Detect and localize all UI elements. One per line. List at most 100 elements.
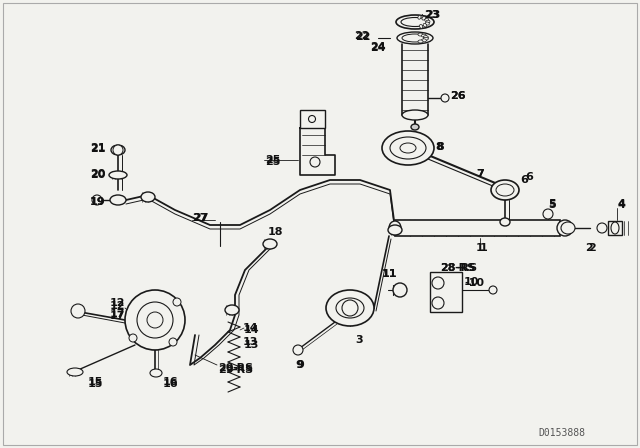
- Ellipse shape: [418, 33, 423, 36]
- Text: 5: 5: [548, 200, 556, 210]
- Ellipse shape: [419, 25, 423, 28]
- Ellipse shape: [425, 18, 429, 22]
- Text: 15: 15: [88, 377, 104, 387]
- Bar: [300, 110, 325, 128]
- Ellipse shape: [110, 195, 126, 205]
- Circle shape: [557, 220, 573, 236]
- Text: 13: 13: [244, 340, 259, 350]
- Text: 21: 21: [90, 144, 106, 154]
- Text: 27: 27: [192, 213, 207, 223]
- Text: 5: 5: [548, 199, 556, 209]
- Ellipse shape: [418, 15, 421, 19]
- Text: 29: 29: [218, 365, 234, 375]
- Text: 13: 13: [243, 337, 259, 347]
- Text: 15: 15: [88, 379, 104, 389]
- Ellipse shape: [423, 36, 428, 39]
- Ellipse shape: [402, 34, 428, 42]
- Ellipse shape: [397, 32, 433, 44]
- Circle shape: [173, 298, 181, 306]
- Circle shape: [432, 297, 444, 309]
- Text: -10: -10: [464, 278, 484, 288]
- Text: 8: 8: [436, 142, 444, 152]
- Circle shape: [310, 157, 320, 167]
- Circle shape: [125, 290, 185, 350]
- Text: 18: 18: [268, 227, 284, 237]
- Ellipse shape: [109, 171, 127, 179]
- Text: 17: 17: [110, 311, 125, 321]
- Text: 25: 25: [265, 157, 280, 167]
- Ellipse shape: [491, 180, 519, 200]
- Circle shape: [342, 300, 358, 316]
- Ellipse shape: [611, 222, 619, 234]
- Text: -RS: -RS: [454, 263, 475, 273]
- Ellipse shape: [389, 221, 401, 235]
- Ellipse shape: [400, 143, 416, 153]
- Text: 10: 10: [464, 277, 479, 287]
- Ellipse shape: [111, 145, 125, 155]
- Ellipse shape: [426, 20, 430, 23]
- Text: 2: 2: [588, 243, 596, 253]
- Bar: [430, 272, 462, 312]
- Ellipse shape: [418, 40, 423, 43]
- Ellipse shape: [496, 184, 514, 196]
- Text: 22: 22: [355, 32, 371, 42]
- Text: 19: 19: [90, 197, 106, 207]
- Ellipse shape: [141, 192, 155, 202]
- Ellipse shape: [500, 218, 510, 226]
- Circle shape: [393, 283, 407, 297]
- Circle shape: [308, 116, 316, 122]
- Circle shape: [71, 304, 85, 318]
- Text: 27: 27: [193, 213, 209, 223]
- Text: 28: 28: [440, 263, 456, 273]
- Text: 8: 8: [435, 142, 443, 152]
- Text: 4: 4: [617, 199, 625, 209]
- Ellipse shape: [426, 22, 429, 25]
- Circle shape: [92, 195, 102, 205]
- Text: 24: 24: [370, 43, 386, 53]
- Text: 9: 9: [296, 360, 304, 370]
- Text: 6: 6: [525, 172, 533, 182]
- Text: 9: 9: [295, 360, 303, 370]
- Text: 16: 16: [163, 379, 179, 389]
- Text: 16: 16: [163, 377, 179, 387]
- Ellipse shape: [421, 34, 426, 37]
- Circle shape: [489, 286, 497, 294]
- Text: -RS: -RS: [232, 365, 253, 375]
- Bar: [395, 220, 560, 236]
- Bar: [608, 221, 622, 235]
- Circle shape: [441, 94, 449, 102]
- Ellipse shape: [401, 17, 429, 26]
- Text: 24: 24: [370, 42, 386, 52]
- Circle shape: [113, 145, 123, 155]
- Text: 20: 20: [90, 170, 106, 180]
- Ellipse shape: [67, 368, 83, 376]
- Ellipse shape: [396, 15, 434, 29]
- Text: 1: 1: [476, 243, 484, 253]
- Text: 23: 23: [425, 10, 440, 20]
- Text: 7: 7: [476, 169, 484, 179]
- Circle shape: [597, 223, 607, 233]
- Text: 22: 22: [354, 31, 369, 41]
- Circle shape: [543, 209, 553, 219]
- Ellipse shape: [388, 225, 402, 235]
- Text: D0153888: D0153888: [538, 428, 585, 438]
- Text: 7: 7: [476, 169, 484, 179]
- Text: 26: 26: [450, 91, 466, 101]
- Ellipse shape: [422, 17, 426, 20]
- Ellipse shape: [402, 110, 428, 120]
- Ellipse shape: [423, 37, 428, 40]
- Ellipse shape: [336, 298, 364, 318]
- Text: 6: 6: [520, 175, 528, 185]
- Text: 28: 28: [440, 263, 456, 273]
- Text: 26: 26: [450, 91, 466, 101]
- Ellipse shape: [225, 305, 239, 315]
- Circle shape: [129, 334, 137, 342]
- Text: 23: 23: [424, 10, 440, 20]
- Ellipse shape: [382, 131, 434, 165]
- Ellipse shape: [390, 137, 426, 159]
- Ellipse shape: [411, 124, 419, 130]
- Text: 11: 11: [382, 269, 397, 279]
- Text: 25: 25: [265, 155, 280, 165]
- Text: 14: 14: [244, 325, 260, 335]
- Ellipse shape: [326, 290, 374, 326]
